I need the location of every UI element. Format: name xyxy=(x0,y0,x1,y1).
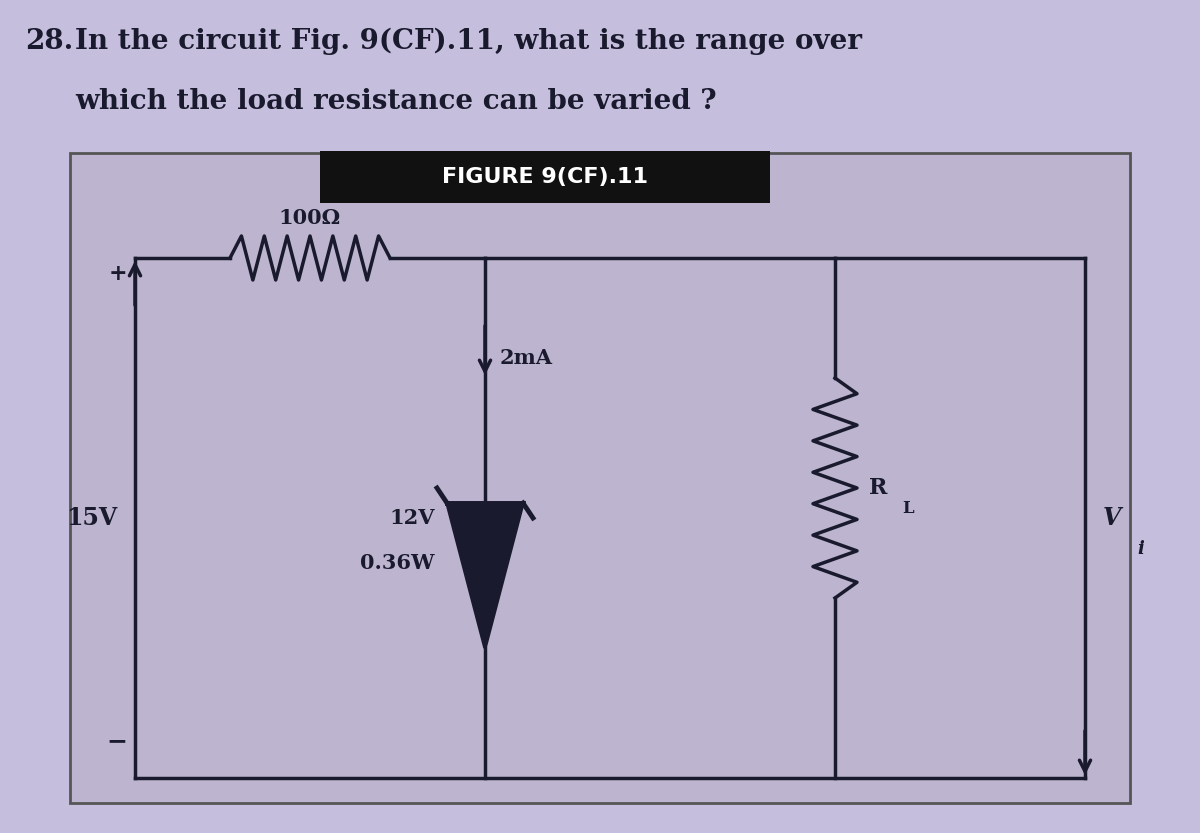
Text: 28.: 28. xyxy=(25,28,73,55)
FancyBboxPatch shape xyxy=(70,153,1130,803)
Text: which the load resistance can be varied ?: which the load resistance can be varied … xyxy=(74,88,716,115)
FancyBboxPatch shape xyxy=(320,151,770,203)
Text: FIGURE 9(CF).11: FIGURE 9(CF).11 xyxy=(442,167,648,187)
Text: −: − xyxy=(106,729,127,753)
Text: +: + xyxy=(108,263,127,285)
Text: R: R xyxy=(869,477,887,499)
Text: 0.36W: 0.36W xyxy=(360,553,434,573)
Text: In the circuit Fig. 9(CF).11, what is the range over: In the circuit Fig. 9(CF).11, what is th… xyxy=(74,28,862,55)
Text: i: i xyxy=(1138,540,1144,558)
Polygon shape xyxy=(446,503,523,648)
Text: 2mA: 2mA xyxy=(500,348,553,368)
Text: 12V: 12V xyxy=(390,508,434,528)
Text: 15V: 15V xyxy=(66,506,118,530)
Text: 100Ω: 100Ω xyxy=(278,208,341,228)
Text: V: V xyxy=(1103,506,1121,530)
Text: L: L xyxy=(902,500,913,517)
